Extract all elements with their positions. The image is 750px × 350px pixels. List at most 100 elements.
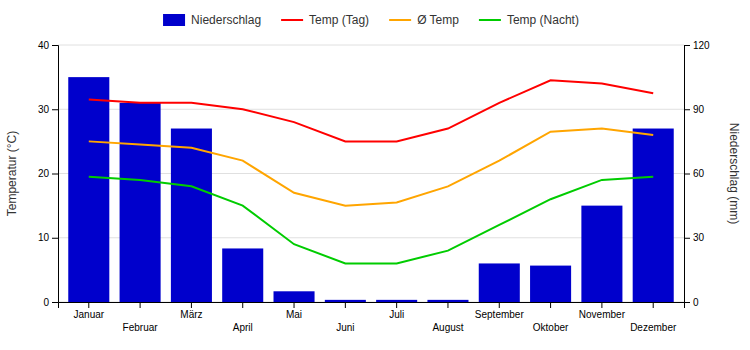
tick-label: März	[180, 309, 202, 320]
tick-mark	[396, 302, 397, 308]
legend-swatch	[479, 19, 501, 21]
legend-item: Niederschlag	[163, 13, 261, 27]
legend-item: Ø Temp	[389, 13, 459, 27]
tick-label: 0	[693, 297, 699, 308]
bar	[479, 263, 520, 302]
tick-mark	[684, 238, 690, 239]
tick: Mai	[286, 302, 302, 320]
tick-label: September	[475, 309, 525, 320]
tick-label: Januar	[73, 309, 104, 320]
tick-mark	[88, 302, 89, 308]
legend-swatch	[389, 19, 411, 21]
marks	[68, 77, 673, 302]
tick-label: Dezember	[630, 322, 677, 333]
tick-mark	[684, 174, 690, 175]
tick: August	[432, 302, 463, 333]
tick-mark	[52, 45, 58, 46]
tick-label: 30	[38, 104, 50, 115]
bar	[68, 77, 109, 302]
tick-label: 120	[693, 40, 710, 51]
grid	[58, 45, 684, 302]
tick-label: 60	[693, 168, 705, 179]
legend-label: Niederschlag	[191, 13, 261, 27]
tick: 40	[38, 40, 58, 51]
legend-label: Ø Temp	[417, 13, 459, 27]
tick: 20	[38, 168, 58, 179]
tick: 30	[38, 104, 58, 115]
tick-label: August	[432, 322, 463, 333]
bar	[530, 266, 571, 302]
tick: Januar	[73, 302, 104, 320]
y2-axis: 0 30 60 90 120	[684, 40, 710, 308]
tick-label: Juli	[389, 309, 404, 320]
legend-label: Temp (Tag)	[309, 13, 369, 27]
axis-domain	[685, 46, 691, 303]
tick-label: 0	[43, 297, 49, 308]
bar	[325, 300, 366, 302]
tick: Februar	[123, 302, 159, 333]
tick-mark	[242, 302, 243, 308]
tick: 90	[684, 104, 705, 115]
tick: 0	[43, 297, 58, 308]
tick-label: 10	[38, 232, 50, 243]
tick: November	[579, 302, 626, 320]
bar	[222, 248, 263, 302]
bar-series	[68, 77, 673, 302]
bar	[376, 300, 417, 302]
tick-label: 30	[693, 232, 705, 243]
line	[89, 80, 653, 141]
tick: Juli	[389, 302, 404, 320]
legend: Niederschlag Temp (Tag) Ø Temp Temp (Nacht)	[163, 13, 579, 27]
tick-mark	[653, 302, 654, 308]
tick: März	[180, 302, 202, 320]
legend-swatch	[163, 14, 185, 26]
tick: 10	[38, 232, 58, 243]
tick: 120	[684, 40, 710, 51]
bar	[581, 206, 622, 302]
tick-mark	[447, 302, 448, 308]
tick-mark	[345, 302, 346, 308]
tick: 30	[684, 232, 705, 243]
tick-label: 90	[693, 104, 705, 115]
legend-label: Temp (Nacht)	[507, 13, 579, 27]
tick: Juni	[336, 302, 354, 333]
bar	[171, 129, 212, 302]
tick-mark	[601, 302, 602, 308]
bar	[633, 129, 674, 302]
tick-mark	[294, 302, 295, 308]
tick-mark	[52, 238, 58, 239]
tick-mark	[550, 302, 551, 308]
tick: Dezember	[630, 302, 677, 333]
legend-item: Temp (Tag)	[281, 13, 369, 27]
tick-mark	[52, 109, 58, 110]
tick-mark	[684, 45, 690, 46]
legend-swatch	[281, 19, 303, 21]
y-axis: 0 10 20 30 40	[38, 40, 59, 308]
tick: April	[233, 302, 253, 333]
line	[89, 177, 653, 264]
tick-label: Mai	[286, 309, 302, 320]
tick-mark	[140, 302, 141, 308]
tick-mark	[684, 109, 690, 110]
tick-label: Juni	[336, 322, 354, 333]
tick: 0	[684, 297, 699, 308]
chart: 0 10 20 30 40 0 30 60 90 120 Januar Februar März Apri…	[0, 0, 750, 350]
tick-label: November	[579, 309, 626, 320]
tick-label: 20	[38, 168, 50, 179]
tick: 60	[684, 168, 705, 179]
line	[89, 129, 653, 206]
tick: Oktober	[533, 302, 569, 333]
tick-mark	[191, 302, 192, 308]
tick-mark	[52, 302, 58, 303]
bar	[120, 103, 161, 302]
tick-label: 40	[38, 40, 50, 51]
tick-label: Februar	[123, 322, 159, 333]
tick-label: April	[233, 322, 253, 333]
axis-domain	[52, 46, 59, 303]
axis-domain	[59, 303, 685, 309]
bar	[427, 300, 468, 302]
axis-title: Niederschlag (mm)	[727, 123, 741, 224]
tick: September	[475, 302, 525, 320]
axis-title: Temperatur (°C)	[5, 131, 19, 216]
tick-mark	[499, 302, 500, 308]
